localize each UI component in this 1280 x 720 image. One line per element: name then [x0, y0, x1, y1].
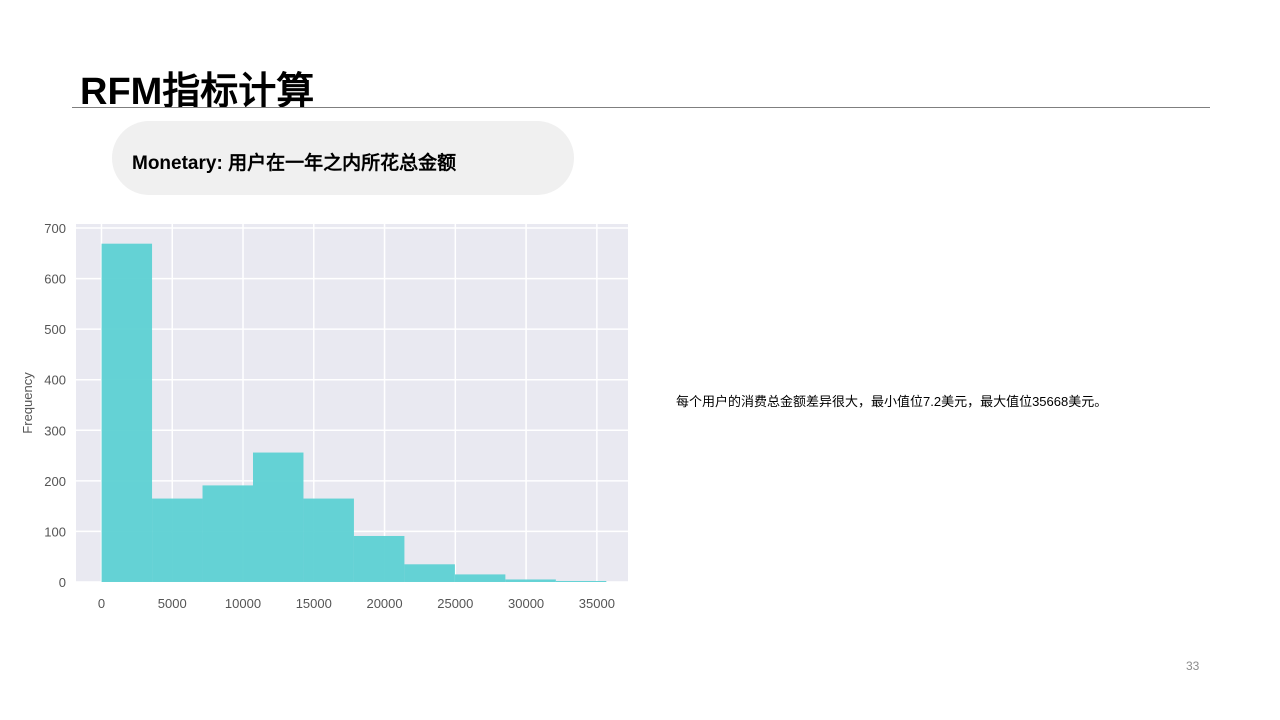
- y-tick-labels: 0 100 200 300 400 500 600 700: [44, 221, 66, 590]
- histogram-bar: [353, 535, 405, 582]
- title-divider: [72, 107, 1210, 108]
- y-tick-label: 300: [44, 423, 66, 438]
- x-tick-label: 10000: [225, 596, 261, 611]
- y-axis-label: Frequency: [20, 372, 35, 434]
- page-number: 33: [1186, 659, 1200, 673]
- slide-title: RFM指标计算: [80, 71, 315, 113]
- x-tick-label: 0: [98, 596, 105, 611]
- histogram-bar: [505, 579, 556, 582]
- x-tick-label: 30000: [508, 596, 544, 611]
- x-tick-label: 35000: [579, 596, 615, 611]
- x-tick-labels: 0 5000 10000 15000 20000 25000 30000 35000: [98, 596, 615, 611]
- analysis-note: 每个用户的消费总金额差异很大，最小值位7.2美元，最大值位35668美元。: [676, 394, 1108, 409]
- subtitle-text: Monetary: 用户在一年之内所花总金额: [132, 153, 457, 174]
- y-tick-label: 200: [44, 474, 66, 489]
- subtitle-pill: Monetary: 用户在一年之内所花总金额: [112, 121, 574, 195]
- y-tick-label: 400: [44, 373, 66, 388]
- x-tick-label: 20000: [366, 596, 402, 611]
- histogram-bars: [101, 243, 607, 583]
- x-tick-label: 15000: [296, 596, 332, 611]
- histogram-bar: [454, 574, 506, 582]
- histogram-bar: [202, 485, 253, 582]
- histogram-chart: 0 5000 10000 15000 20000 25000 30000 35000 0 100…: [20, 221, 628, 611]
- histogram-bar: [252, 452, 304, 582]
- histogram-bar: [303, 498, 354, 582]
- histogram-bar: [101, 243, 153, 583]
- x-tick-label: 25000: [437, 596, 473, 611]
- y-tick-label: 600: [44, 272, 66, 287]
- histogram-bar: [152, 498, 203, 582]
- y-tick-label: 700: [44, 221, 66, 236]
- histogram-bar: [404, 564, 455, 582]
- y-tick-label: 0: [59, 575, 66, 590]
- y-tick-label: 500: [44, 322, 66, 337]
- histogram-bar: [555, 580, 607, 582]
- x-tick-label: 5000: [158, 596, 187, 611]
- y-tick-label: 100: [44, 524, 66, 539]
